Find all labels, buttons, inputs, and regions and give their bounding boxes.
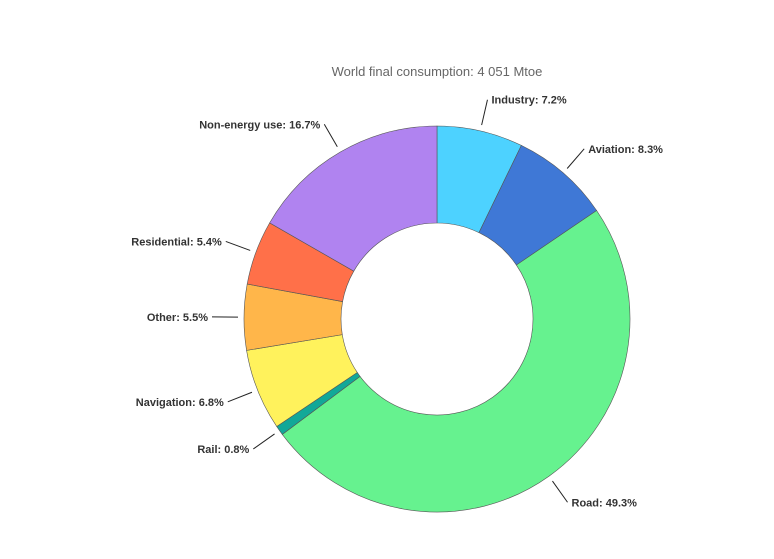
leader-lines — [212, 99, 585, 503]
slice-non-energy-use — [269, 125, 438, 272]
leader-line-aviation — [566, 148, 585, 169]
label-residential: Residential: 5.4% — [131, 236, 222, 248]
slice-road — [281, 210, 631, 513]
label-navigation: Navigation: 6.8% — [136, 397, 224, 409]
label-aviation: Aviation: 8.3% — [588, 144, 663, 156]
leader-line-road — [552, 480, 568, 503]
leader-line-navigation — [227, 391, 253, 403]
label-industry: Industry: 7.2% — [491, 95, 566, 107]
label-rail: Rail: 0.8% — [197, 444, 249, 456]
slice-labels: Industry: 7.2% Aviation: 8.3% Road: 49.3% R… — [131, 95, 663, 510]
chart-title: World final consumption: 4 051 Mtoe — [332, 64, 543, 79]
leader-line-non-energy-use — [323, 124, 338, 148]
leader-line-residential — [225, 240, 251, 251]
leader-line-rail — [253, 433, 275, 450]
donut-slices — [243, 125, 631, 513]
label-road: Road: 49.3% — [572, 497, 638, 509]
label-non-energy-use: Non-energy use: 16.7% — [199, 119, 320, 131]
leader-line-industry — [481, 99, 488, 126]
label-other: Other: 5.5% — [147, 312, 208, 324]
